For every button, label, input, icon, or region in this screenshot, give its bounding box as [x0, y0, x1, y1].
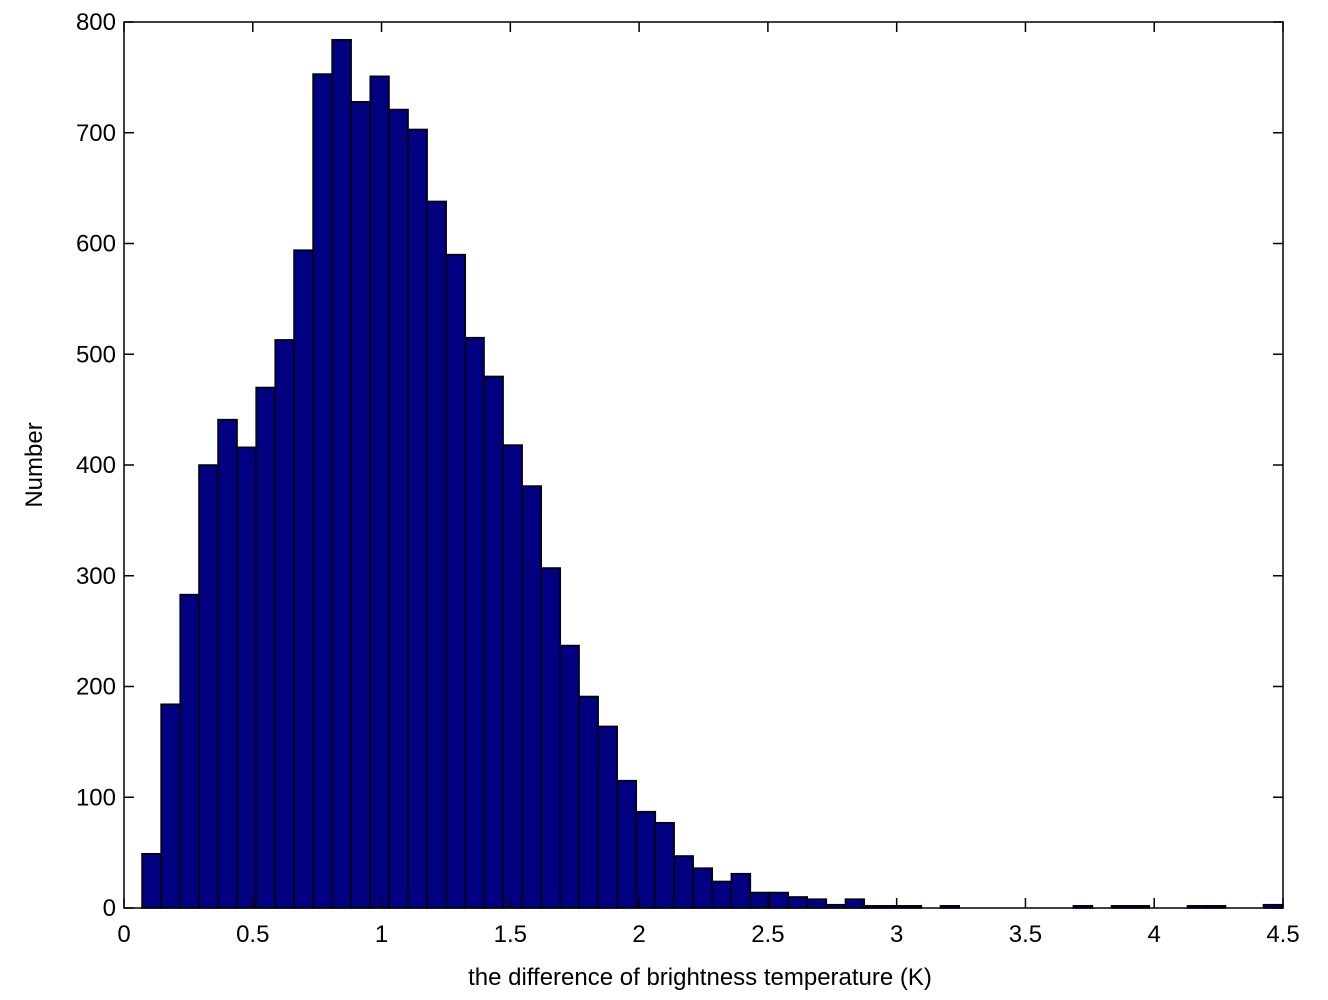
bar	[331, 38, 352, 909]
x-tick-label: 2	[632, 921, 645, 948]
y-tick-label: 500	[76, 341, 116, 368]
x-tick-label: 0.5	[236, 921, 269, 948]
bar	[654, 821, 675, 909]
x-tick-label: 2.5	[751, 921, 784, 948]
bar	[540, 567, 562, 909]
y-tick-label: 600	[76, 231, 116, 258]
x-tick-label: 3	[890, 921, 903, 948]
y-tick-label: 400	[76, 452, 116, 479]
bar	[844, 898, 865, 909]
bar	[179, 593, 200, 909]
y-axis-label: Number	[21, 422, 48, 507]
bar	[635, 810, 657, 909]
bar	[768, 891, 789, 909]
x-tick-label: 1	[375, 921, 388, 948]
bar	[426, 200, 447, 909]
bar	[692, 867, 714, 909]
bar	[464, 336, 485, 909]
bar	[673, 855, 694, 909]
y-tick-label: 300	[76, 563, 116, 590]
y-tick-label: 700	[76, 120, 116, 147]
bar	[749, 891, 770, 909]
bar	[388, 108, 409, 909]
x-axis-label: the difference of brightness temperature…	[468, 964, 932, 991]
bar	[141, 852, 162, 909]
bar	[217, 418, 238, 909]
bar	[502, 444, 523, 909]
x-tick-label: 4.5	[1266, 921, 1299, 948]
x-tick-label: 0	[117, 921, 130, 948]
bar	[711, 880, 733, 909]
bar	[312, 73, 333, 909]
y-tick-label: 100	[76, 784, 116, 811]
bar	[806, 898, 828, 909]
bar	[198, 464, 219, 909]
bar	[407, 128, 428, 909]
bar	[787, 896, 809, 909]
y-tick-label: 0	[103, 895, 116, 922]
bar	[559, 644, 580, 909]
bar	[369, 75, 390, 909]
bar	[578, 695, 599, 909]
bar	[350, 100, 371, 909]
bar	[274, 339, 295, 909]
bar	[616, 779, 638, 909]
x-tick-label: 4	[1148, 921, 1161, 948]
x-tick-label: 1.5	[494, 921, 527, 948]
x-tick-label: 3.5	[1009, 921, 1042, 948]
bar	[521, 485, 542, 909]
bar	[597, 725, 618, 909]
bar	[255, 386, 276, 909]
bar	[160, 703, 181, 909]
bar	[445, 253, 467, 909]
bar	[236, 446, 257, 909]
bar	[293, 249, 314, 909]
bar	[730, 872, 752, 909]
y-tick-label: 200	[76, 674, 116, 701]
bar	[483, 375, 504, 909]
y-tick-label: 800	[76, 9, 116, 36]
